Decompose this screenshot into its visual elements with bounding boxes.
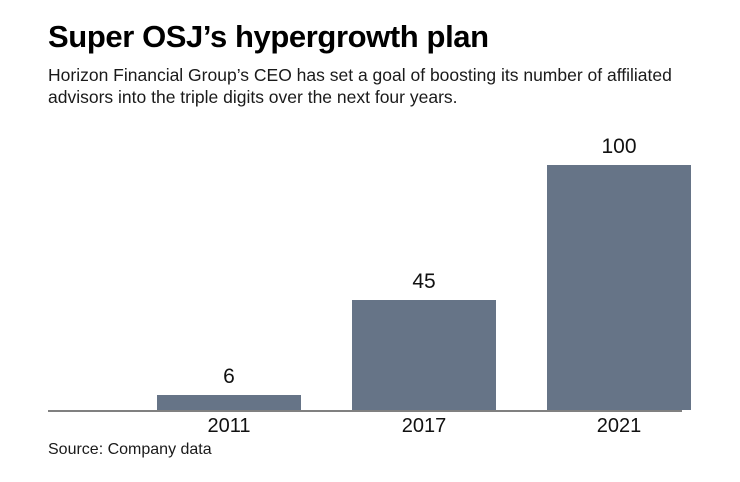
chart-header: Super OSJ’s hypergrowth plan Horizon Fin…	[48, 18, 708, 108]
bar-value-label: 6	[223, 365, 235, 388]
x-axis-tick-label: 2011	[207, 415, 251, 437]
bar-group-2011: 6 2011	[157, 365, 301, 437]
x-axis-line	[48, 410, 682, 412]
chart-plot-area: 6 2011 45 2017 100 2021	[48, 130, 691, 437]
bar-2011	[157, 395, 301, 410]
page-title: Super OSJ’s hypergrowth plan	[48, 19, 489, 54]
source-note: Source: Company data	[48, 441, 212, 458]
bar-value-label: 45	[412, 270, 436, 293]
bar-group-2017: 45 2017	[352, 270, 496, 437]
bar-2021	[547, 165, 691, 410]
x-axis-tick-label: 2021	[596, 415, 642, 437]
bar-value-label: 100	[601, 135, 637, 158]
chart-subtitle: Horizon Financial Group’s CEO has set a …	[48, 65, 672, 107]
bar-2017	[352, 300, 496, 410]
x-axis-tick-label: 2017	[401, 415, 447, 437]
bar-group-2021: 100 2021	[547, 135, 691, 437]
